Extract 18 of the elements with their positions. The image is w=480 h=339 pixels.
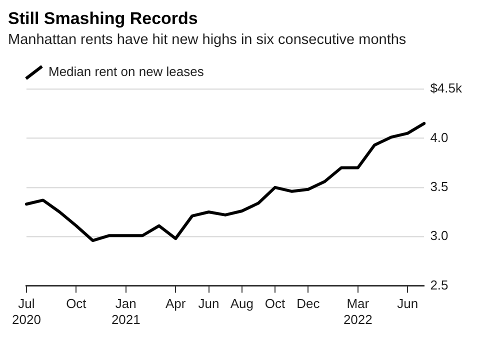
x-tick-label: Dec xyxy=(296,296,320,312)
x-tick-label: Aug xyxy=(230,296,254,312)
chart-subtitle: Manhattan rents have hit new highs in six consecutive months xyxy=(8,31,408,50)
x-tick-label: Mar 2022 xyxy=(343,296,372,327)
y-tick-label: 3.5 xyxy=(430,178,448,194)
y-tick-label: $4.5k xyxy=(430,80,462,96)
y-tick-label: 3.0 xyxy=(430,228,448,244)
x-tick-label: Jun xyxy=(198,296,220,312)
chart-title: Still Smashing Records xyxy=(8,8,199,30)
y-tick-label: 2.5 xyxy=(430,277,448,292)
legend-label: Median rent on new leases xyxy=(48,64,204,80)
x-tick-label: Jun xyxy=(397,296,418,312)
x-tick-label: Jan 2021 xyxy=(111,296,140,327)
x-tick-label: Oct xyxy=(264,296,286,312)
y-tick-label: 4.0 xyxy=(430,130,448,145)
x-tick-label: Oct xyxy=(66,296,87,312)
x-tick-label: Jul 2020 xyxy=(12,296,41,327)
x-tick-label: Apr xyxy=(165,296,186,312)
